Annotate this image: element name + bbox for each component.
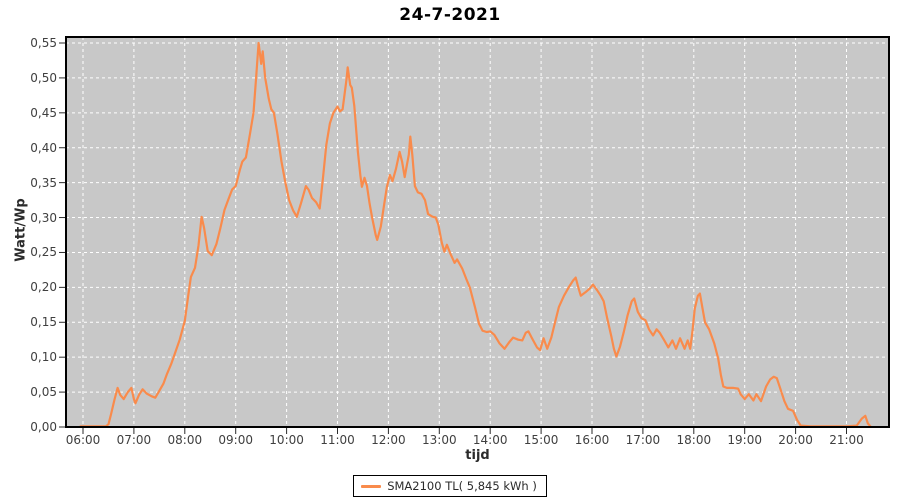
x-tick-label: 11:00 bbox=[320, 433, 355, 447]
legend-box: SMA2100 TL( 5,845 kWh ) bbox=[353, 475, 547, 497]
y-tick-label: 0,35 bbox=[30, 175, 57, 190]
legend-line-swatch bbox=[361, 484, 382, 488]
series-line bbox=[79, 41, 872, 428]
x-tick-label: 15:00 bbox=[523, 433, 559, 447]
y-tick-label: 0,00 bbox=[30, 420, 57, 434]
x-tick-label: 18:00 bbox=[676, 433, 712, 447]
y-tick-label: 0,45 bbox=[30, 105, 57, 120]
y-tick-label: 0,50 bbox=[30, 70, 57, 85]
y-tick-label: 0,55 bbox=[30, 36, 57, 50]
y-tick-label: 0,10 bbox=[30, 350, 57, 365]
legend-label: SMA2100 TL( 5,845 kWh ) bbox=[387, 479, 537, 493]
y-tick-label: 0,05 bbox=[30, 385, 57, 400]
x-tick-label: 21:00 bbox=[829, 433, 864, 447]
y-tick-label: 0,40 bbox=[30, 140, 57, 155]
x-tick-label: 08:00 bbox=[167, 433, 203, 447]
y-tick-label: 0,30 bbox=[30, 210, 57, 225]
x-tick-label: 16:00 bbox=[574, 433, 610, 447]
x-tick-label: 20:00 bbox=[778, 433, 813, 447]
x-tick-label: 14:00 bbox=[472, 433, 508, 447]
y-axis-title: Watt/Wp bbox=[13, 198, 29, 262]
x-tick-label: 10:00 bbox=[269, 433, 304, 447]
x-tick-label: 19:00 bbox=[727, 433, 762, 447]
y-tick-label: 0,15 bbox=[30, 315, 57, 330]
y-tick-label: 0,20 bbox=[30, 280, 57, 295]
x-tick-label: 13:00 bbox=[422, 433, 457, 447]
plot-border bbox=[65, 36, 890, 428]
x-tick-label: 07:00 bbox=[116, 433, 152, 447]
plot-background bbox=[66, 37, 889, 427]
y-tick-label: 0,25 bbox=[30, 245, 57, 260]
chart-title: 24-7-2021 bbox=[399, 5, 501, 25]
x-tick-label: 09:00 bbox=[218, 433, 253, 447]
x-tick-label: 06:00 bbox=[65, 433, 101, 447]
x-tick-label: 12:00 bbox=[371, 433, 406, 447]
legend-row: SMA2100 TL( 5,845 kWh ) bbox=[0, 475, 900, 497]
x-tick-label: 17:00 bbox=[625, 433, 661, 447]
x-axis-title: tijd bbox=[465, 448, 490, 463]
